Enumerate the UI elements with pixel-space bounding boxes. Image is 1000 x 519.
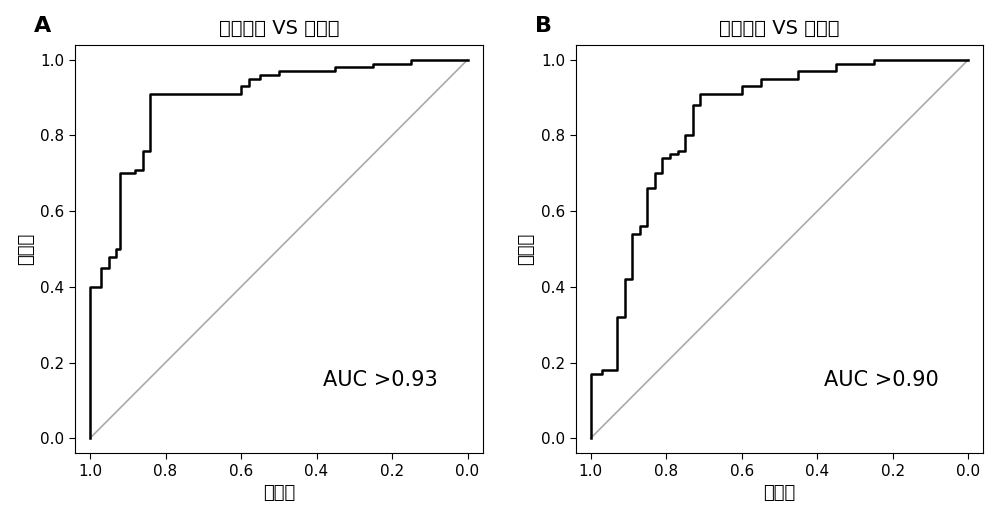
Text: AUC >0.90: AUC >0.90 <box>824 370 939 390</box>
Text: B: B <box>535 16 552 36</box>
Text: AUC >0.93: AUC >0.93 <box>323 370 438 390</box>
Text: A: A <box>34 16 51 36</box>
X-axis label: 特异性: 特异性 <box>263 484 295 502</box>
Y-axis label: 敏感性: 敏感性 <box>17 233 35 265</box>
X-axis label: 特异性: 特异性 <box>763 484 796 502</box>
Title: 早期胃癌 VS 胃溃疡: 早期胃癌 VS 胃溃疡 <box>719 19 840 37</box>
Title: 早期胃癌 VS 健康人: 早期胃癌 VS 健康人 <box>219 19 339 37</box>
Y-axis label: 敏感性: 敏感性 <box>517 233 535 265</box>
